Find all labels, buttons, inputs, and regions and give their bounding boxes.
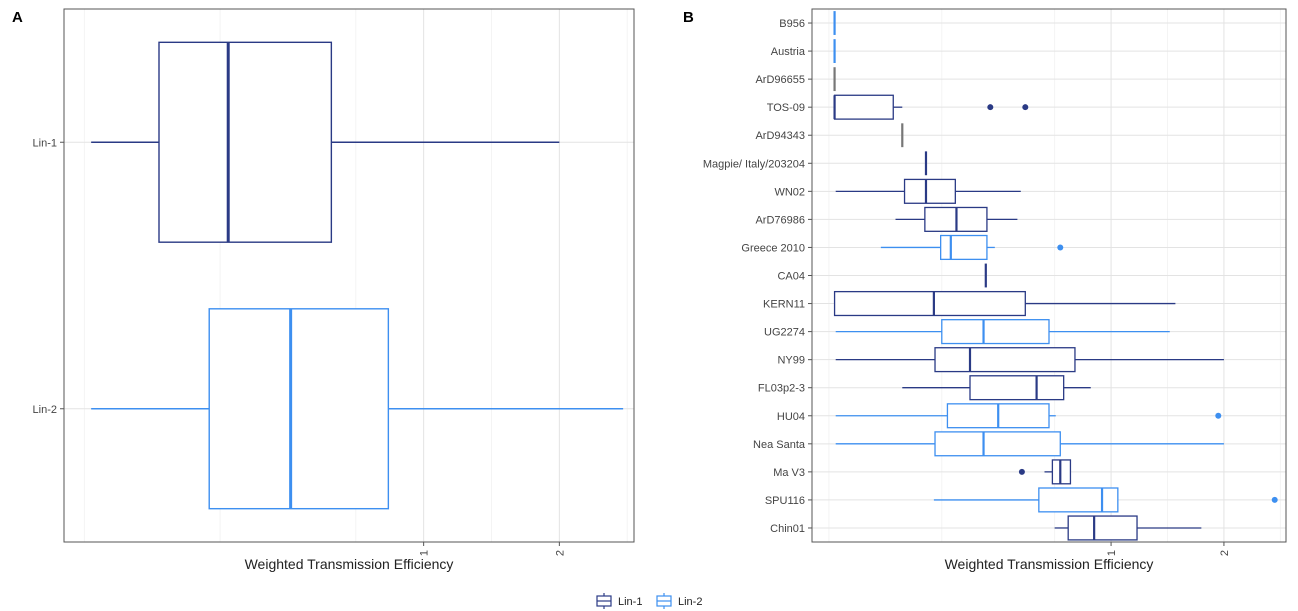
box-nea-santa (835, 431, 1224, 457)
box-body (1038, 487, 1119, 513)
y-tick-label: ArD94343 (755, 130, 805, 142)
y-tick-label: Ma V3 (773, 467, 805, 479)
y-tick-label: Lin-2 (33, 404, 57, 416)
box-ard76986 (895, 206, 1018, 232)
legend-item-lin-2: Lin-2 (656, 593, 702, 609)
legend: Lin-1 Lin-2 (596, 593, 702, 609)
outlier-point (987, 104, 994, 111)
x-tick-label: 1 (1106, 550, 1118, 556)
y-tick-label: FL03p2-3 (758, 383, 805, 395)
y-tick-label: Chin01 (770, 523, 805, 535)
box-body (1051, 459, 1072, 485)
outlier-point (1022, 104, 1029, 111)
x-axis-title: Weighted Transmission Efficiency (245, 556, 454, 572)
box-body (934, 347, 1076, 373)
box-lin-2 (91, 308, 624, 510)
box-body (940, 234, 988, 261)
box-greece-2010 (880, 234, 1064, 261)
box-body (208, 308, 390, 510)
y-tick-label: Nea Santa (753, 439, 806, 451)
y-tick-label: ArD76986 (755, 214, 805, 226)
outlier-point (1271, 496, 1278, 503)
outlier-point (1215, 412, 1222, 419)
y-tick-label: HU04 (777, 411, 805, 423)
legend-key (596, 593, 612, 609)
box-fl03p2-3 (902, 375, 1091, 401)
box-body (833, 94, 894, 120)
x-tick-label: 2 (1219, 550, 1231, 556)
box-body (903, 178, 956, 204)
box-spu116 (933, 487, 1278, 513)
x-tick-label: 2 (554, 550, 566, 556)
x-axis-title: Weighted Transmission Efficiency (945, 556, 1154, 572)
box-body (833, 290, 1026, 317)
y-tick-label: WN02 (774, 186, 805, 198)
legend-label: Lin-2 (678, 596, 702, 608)
x-tick-label: 1 (419, 550, 431, 556)
panel-letter: A (12, 9, 23, 26)
panel-border (63, 8, 635, 543)
y-tick-label: Greece 2010 (741, 242, 805, 254)
box-wn02 (835, 178, 1021, 204)
y-tick-label: B956 (779, 18, 805, 30)
y-tick-label: Lin-1 (33, 137, 57, 149)
y-tick-label: CA04 (777, 271, 805, 283)
y-tick-label: KERN11 (763, 299, 805, 311)
y-tick-label: TOS-09 (767, 102, 805, 114)
box-body (969, 375, 1065, 401)
panel-letter: B (683, 9, 694, 26)
box-kern11 (833, 290, 1176, 317)
y-tick-label: NY99 (777, 355, 805, 367)
box-tos-09 (833, 94, 1029, 120)
box-body (1067, 515, 1138, 541)
box-ny99 (835, 347, 1224, 373)
box-body (941, 319, 1050, 345)
box-ug2274 (835, 319, 1170, 345)
box-chin01 (1054, 515, 1202, 541)
legend-key (656, 593, 672, 609)
outlier-point (1057, 244, 1064, 251)
panel-a: A Lin-1 Lin-2 1 2 Weighted Transmission Effic… (12, 8, 635, 572)
box-body (934, 431, 1061, 457)
outlier-point (1018, 468, 1025, 475)
gridlines (812, 9, 1286, 542)
box-hu04 (835, 403, 1222, 429)
y-tick-label: UG2274 (764, 327, 805, 339)
legend-label: Lin-1 (618, 596, 642, 608)
box-lin-1 (91, 41, 560, 243)
box-body (158, 41, 333, 243)
legend-item-lin-1: Lin-1 (596, 593, 642, 609)
box-ma-v3 (1018, 459, 1072, 485)
y-tick-label: Magpie/ Italy/203204 (703, 158, 805, 170)
y-tick-label: Austria (771, 46, 806, 58)
y-tick-label: SPU116 (765, 495, 805, 507)
y-tick-label: ArD96655 (755, 74, 805, 86)
panel-b: B B956 Austria ArD96655 TOS-09 ArD94343 Magpie… (683, 8, 1287, 572)
